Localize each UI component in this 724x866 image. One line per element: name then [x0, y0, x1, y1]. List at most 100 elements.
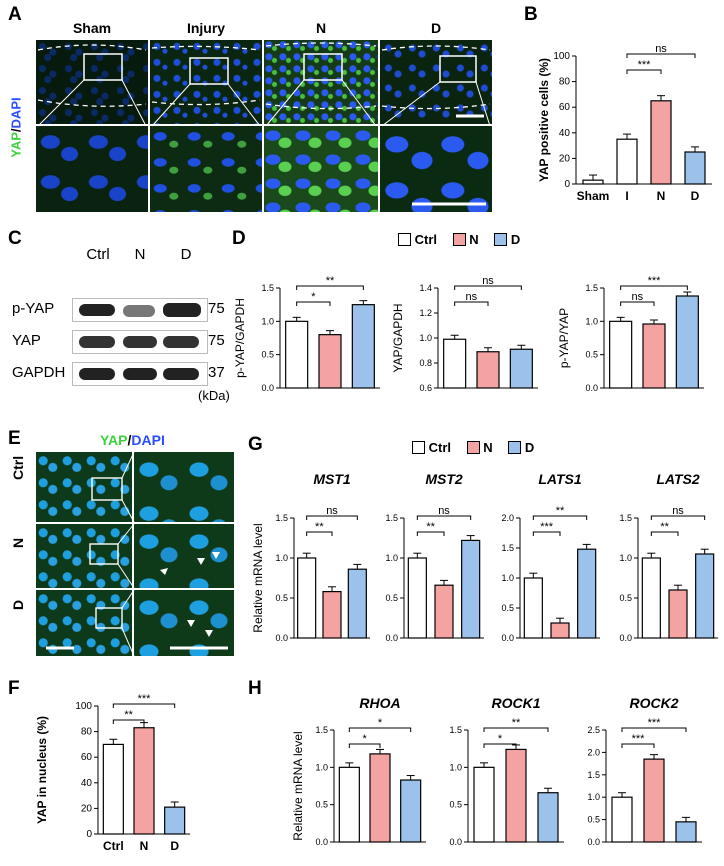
y-tick-label: 1.0	[501, 573, 514, 583]
significance-label: ns	[482, 275, 494, 287]
bar	[133, 727, 155, 835]
x-tick-label: D	[691, 189, 700, 203]
bar	[434, 584, 454, 639]
micrograph-n-low	[264, 40, 378, 124]
legend-swatch-d	[508, 441, 522, 454]
lane-label-ctrl: Ctrl	[86, 246, 110, 263]
y-tick-label: 1.0	[619, 553, 632, 563]
micrograph-e-ctrl-low	[36, 452, 132, 522]
significance-label: *	[311, 291, 316, 303]
chart-title: MST1	[313, 471, 351, 487]
significance-label: *	[378, 717, 383, 729]
significance-bracket	[296, 301, 331, 306]
significance-label: ***	[648, 275, 662, 287]
significance-label: ns	[326, 505, 338, 517]
significance-label: ***	[138, 693, 152, 705]
chart-g3: LATS1 0.0 0.5 1.0 1.5 2.0 *****	[501, 471, 600, 643]
y-tick-label: 1.5	[585, 283, 598, 293]
y-tick-label: 1.5	[449, 725, 462, 735]
significance-label: ***	[638, 59, 652, 71]
chart-title: LATS2	[656, 471, 700, 487]
y-tick-label: 1.0	[585, 316, 598, 326]
bar	[675, 821, 697, 843]
x-tick-label: I	[625, 189, 628, 203]
y-tick-label: 1.0	[275, 553, 288, 563]
bar	[285, 320, 309, 389]
significance-bracket	[306, 515, 358, 520]
band-label-gapdh: GAPDH	[12, 364, 66, 381]
arrowhead	[160, 568, 168, 575]
x-tick-label: N	[140, 839, 149, 853]
legend-label-d: D	[524, 440, 535, 455]
y-axis-label: p-YAP/GAPDH	[233, 298, 247, 378]
y-tick-label: 0.0	[501, 633, 514, 643]
significance-bracket	[348, 743, 381, 748]
y-tick-label: 1.5	[275, 513, 288, 523]
legend-label-n: N	[483, 440, 493, 455]
y-tick-label: 0.5	[449, 800, 462, 810]
legend-g: Ctrl N D	[412, 440, 534, 455]
bar	[351, 304, 375, 389]
y-tick-label: 1.0	[449, 762, 462, 772]
panel-label-e: E	[8, 428, 21, 449]
band	[79, 368, 115, 380]
chart-title: ROCK1	[491, 695, 540, 711]
significance-label: ns	[438, 505, 450, 517]
bar	[476, 351, 500, 389]
y-tick-label: 1.4	[419, 283, 432, 293]
significance-bracket	[626, 69, 662, 74]
bar	[611, 796, 633, 843]
bar	[318, 334, 342, 389]
y-tick-label: 0.5	[385, 593, 398, 603]
group-header-injury: Injury	[186, 20, 226, 36]
blot-gapdh	[72, 362, 208, 386]
arrowhead	[212, 552, 220, 559]
bar	[509, 348, 533, 389]
significance-bracket	[112, 703, 176, 708]
y-tick-label: 0.0	[315, 837, 328, 847]
panel-label-h: H	[248, 678, 262, 699]
legend-swatch-n	[452, 233, 466, 246]
significance-bracket	[296, 285, 364, 290]
bar	[407, 557, 427, 639]
significance-bracket	[532, 515, 588, 520]
bar	[400, 779, 422, 843]
chart-title: MST2	[425, 471, 463, 487]
legend-d: Ctrl N D	[398, 232, 520, 247]
significance-label: *	[498, 733, 503, 745]
y-tick-label: 0.0	[385, 633, 398, 643]
bar	[577, 548, 597, 639]
legend-swatch-n	[466, 441, 480, 454]
significance-label: **	[512, 717, 521, 729]
panel-label-g: G	[248, 434, 263, 455]
arrowhead	[197, 558, 205, 565]
stain-yap: YAP	[100, 432, 128, 448]
bar	[347, 568, 367, 639]
y-tick-label: 60	[81, 752, 93, 763]
bar	[443, 338, 467, 389]
bar	[338, 766, 360, 843]
micrograph-d-zoom	[380, 126, 492, 212]
micrograph-e-ctrl-zoom	[134, 452, 234, 522]
significance-bracket	[621, 727, 687, 732]
significance-bracket	[650, 515, 706, 520]
bar	[641, 557, 661, 639]
legend-label-ctrl: Ctrl	[428, 440, 452, 455]
bar	[505, 748, 527, 843]
significance-bracket	[112, 719, 145, 724]
significance-label: ***	[540, 521, 554, 533]
y-tick-label: 20	[559, 153, 571, 164]
bar	[582, 179, 604, 185]
y-tick-label: 0.0	[587, 837, 600, 847]
significance-label: **	[315, 521, 324, 533]
significance-label: ns	[655, 43, 667, 55]
bar	[473, 766, 495, 843]
x-tick-label: D	[170, 839, 179, 853]
y-axis-label: Relative mRNA level	[291, 731, 305, 840]
bar	[537, 792, 559, 843]
y-tick-label: 0.5	[261, 350, 274, 360]
size-yap: 75	[208, 332, 225, 349]
y-tick-label: 80	[559, 77, 571, 88]
